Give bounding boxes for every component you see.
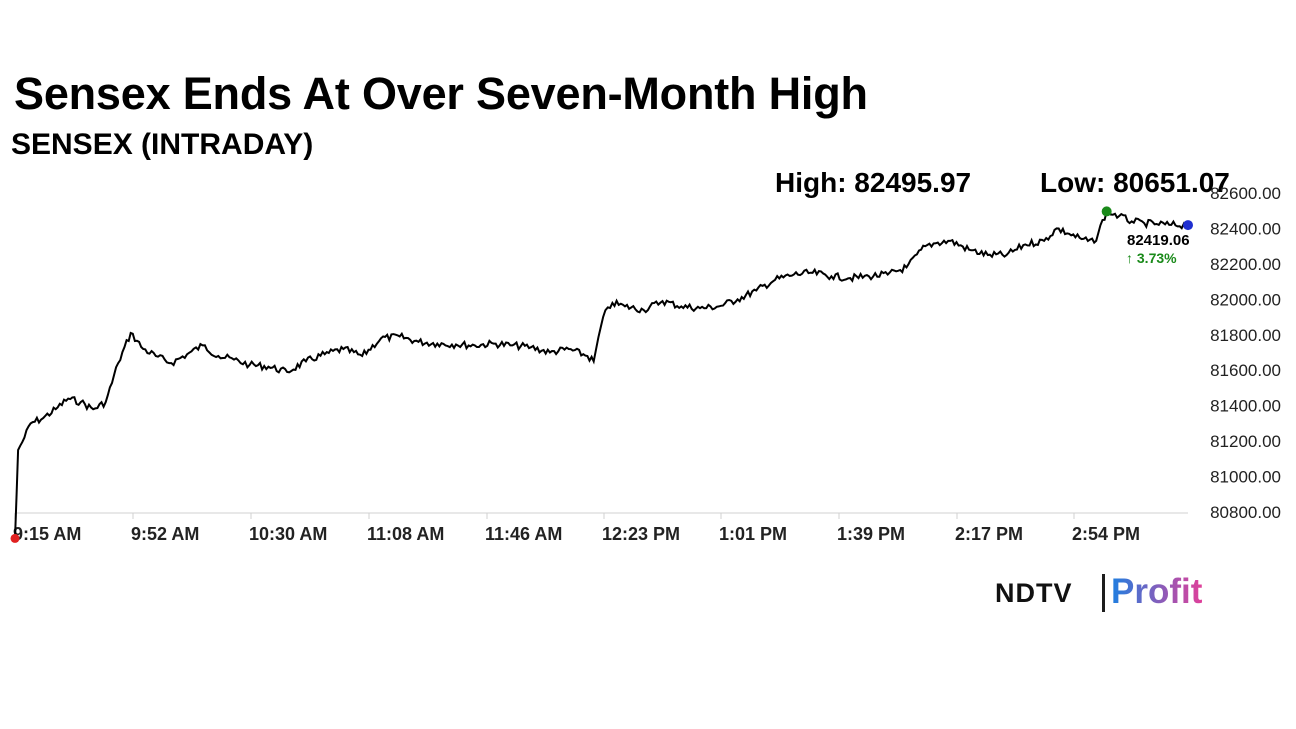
x-tick-label: 10:30 AM bbox=[249, 524, 327, 544]
last-price-label: 82419.06 bbox=[1127, 232, 1190, 249]
chart-subtitle: SENSEX (INTRADAY) bbox=[11, 128, 314, 161]
y-tick-label: 82400.00 bbox=[1210, 219, 1281, 238]
x-tick-label: 1:01 PM bbox=[719, 524, 787, 544]
logo-divider bbox=[1102, 574, 1105, 612]
low-value-label: Low: 80651.07 bbox=[1040, 167, 1230, 198]
x-tick-label: 2:54 PM bbox=[1072, 524, 1140, 544]
high-value-label: High: 82495.97 bbox=[775, 167, 972, 198]
x-tick-label: 1:39 PM bbox=[837, 524, 905, 544]
high-point-marker bbox=[1101, 206, 1112, 217]
chart-title: Sensex Ends At Over Seven-Month High bbox=[14, 68, 868, 119]
y-tick-label: 81600.00 bbox=[1210, 361, 1281, 380]
y-tick-label: 80800.00 bbox=[1210, 503, 1281, 522]
series-line-sensex bbox=[14, 209, 1189, 539]
x-tick-label: 11:46 AM bbox=[485, 524, 562, 544]
y-tick-label: 81800.00 bbox=[1210, 326, 1281, 345]
x-tick-label: 12:23 PM bbox=[602, 524, 680, 544]
logo-profit-text: Profit bbox=[1111, 572, 1203, 611]
logo-ndtv-text: NDTV bbox=[995, 578, 1073, 608]
y-tick-label: 82200.00 bbox=[1210, 255, 1281, 274]
x-axis: 9:15 AM 9:52 AM 10:30 AM 11:08 AM 11:46 AM 12… bbox=[13, 512, 1188, 544]
last-point-marker bbox=[1183, 220, 1193, 231]
y-tick-label: 82600.00 bbox=[1210, 184, 1281, 203]
low-point-marker bbox=[10, 533, 20, 543]
y-tick-label: 81400.00 bbox=[1210, 397, 1281, 416]
x-tick-label: 9:52 AM bbox=[131, 524, 199, 544]
last-change-label: ↑ 3.73% bbox=[1126, 250, 1177, 266]
x-tick-label: 2:17 PM bbox=[955, 524, 1023, 544]
y-tick-label: 81200.00 bbox=[1210, 432, 1281, 451]
y-tick-label: 82000.00 bbox=[1210, 290, 1281, 309]
x-tick-label: 9:15 AM bbox=[13, 524, 81, 544]
y-axis: 80800.00 81000.00 81200.00 81400.00 81600.00… bbox=[1210, 184, 1281, 522]
y-tick-label: 81000.00 bbox=[1210, 468, 1281, 487]
x-tick-label: 11:08 AM bbox=[367, 524, 444, 544]
